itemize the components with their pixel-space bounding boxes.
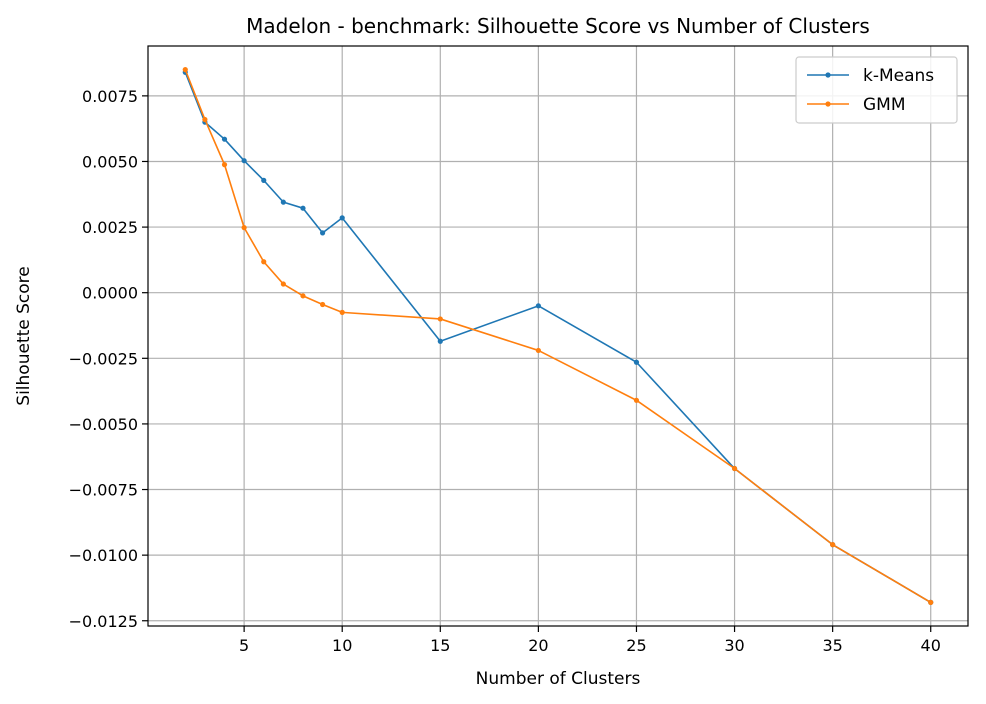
data-point [830, 542, 836, 548]
legend-swatch-marker [825, 101, 831, 107]
data-point [633, 359, 640, 365]
x-axis-label: Number of Clusters [476, 669, 641, 689]
data-point [300, 205, 306, 211]
series-line [184, 69, 932, 604]
data-point [437, 338, 443, 344]
data-point [261, 259, 267, 265]
y-tick-label: −0.0075 [69, 481, 138, 500]
data-point [339, 215, 345, 221]
y-axis-label: Silhouette Score [14, 266, 34, 405]
data-point [221, 136, 228, 142]
data-point [535, 303, 541, 309]
legend-label: GMM [863, 95, 906, 115]
y-tick-label: 0.0025 [82, 218, 138, 237]
x-tick-label: 15 [430, 636, 450, 655]
y-tick-label: 0.0050 [82, 152, 138, 171]
x-tick-label: 10 [332, 636, 352, 655]
y-tick-label: 0.0075 [82, 87, 138, 106]
data-point [241, 158, 247, 164]
x-tick-label: 35 [822, 636, 842, 655]
x-tick-label: 25 [626, 636, 646, 655]
data-point [182, 67, 188, 73]
legend-box [795, 56, 958, 124]
data-point [319, 301, 326, 308]
grid [148, 46, 968, 626]
data-point [339, 309, 345, 315]
data-point [928, 599, 934, 605]
y-tick-label: −0.0025 [69, 349, 138, 368]
legend-label: k-Means [863, 66, 934, 86]
x-tick-label: 30 [724, 636, 744, 655]
data-point [221, 162, 228, 168]
y-axis-ticks: −0.0125 −0.0100 −0.0075 −0.0050 −0.0025 0.000… [69, 87, 148, 631]
data-point [261, 177, 267, 183]
legend: k-Means GMM [795, 56, 958, 124]
data-point [300, 293, 306, 299]
data-point [437, 316, 443, 322]
series-line [184, 71, 932, 604]
data-point [633, 397, 640, 403]
y-tick-label: −0.0125 [69, 612, 138, 631]
data-point [319, 230, 326, 236]
y-tick-label: −0.0100 [69, 546, 138, 565]
data-point [280, 281, 286, 287]
data-point [241, 225, 247, 231]
y-tick-label: 0.0000 [82, 284, 138, 303]
data-point [202, 116, 208, 123]
data-point [731, 465, 738, 472]
plot-frame [147, 45, 969, 627]
x-tick-label: 5 [239, 636, 249, 655]
series-gmm [182, 67, 934, 605]
x-tick-label: 40 [921, 636, 941, 655]
series-layer [182, 67, 934, 605]
data-point [280, 199, 286, 205]
x-tick-label: 20 [528, 636, 548, 655]
chart-title: Madelon - benchmark: Silhouette Score vs… [246, 14, 870, 38]
series-k-means [182, 69, 934, 605]
legend-swatch-marker [825, 72, 831, 78]
x-axis-ticks: 5 10 15 20 25 30 35 40 [239, 626, 941, 655]
data-point [535, 347, 541, 354]
y-tick-label: −0.0050 [69, 415, 138, 434]
